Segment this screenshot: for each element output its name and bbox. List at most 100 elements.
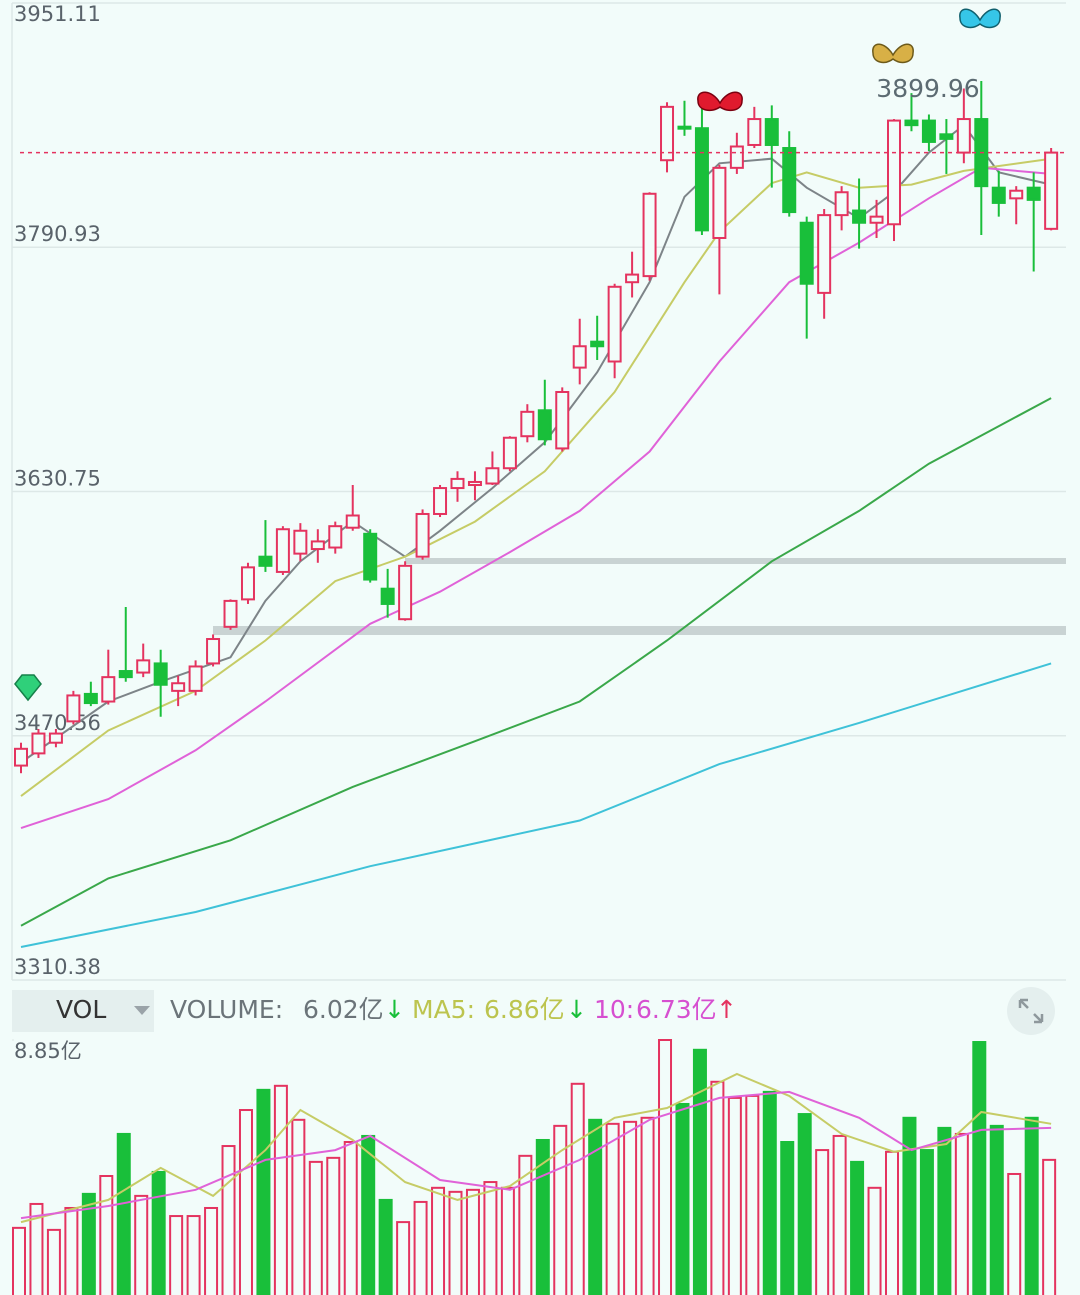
candle-body [48, 732, 63, 744]
volume-bar [221, 1145, 236, 1295]
candle-body [572, 345, 587, 369]
candle-body [258, 555, 273, 567]
volume-bar [797, 1113, 812, 1295]
candle-body [363, 532, 378, 581]
support-band [213, 626, 1066, 635]
volume-bar [396, 1221, 411, 1295]
candle-body [904, 119, 919, 127]
volume-bar [99, 1175, 114, 1295]
volume-panel: 8.85亿 [12, 1039, 1057, 1295]
volume-bar [483, 1181, 498, 1295]
candle-body [817, 214, 832, 294]
volume-bar [675, 1102, 690, 1295]
volume-arrow: ↓ [384, 995, 405, 1024]
candle-body [310, 540, 325, 551]
volume-bar [378, 1198, 393, 1295]
candle-body [171, 682, 186, 692]
candle-body [991, 186, 1006, 204]
ma5-label: MA5: [412, 995, 475, 1024]
volume-bar [535, 1138, 550, 1295]
candle-body [869, 215, 884, 224]
candle-body [1044, 151, 1059, 230]
volume-bar [431, 1186, 446, 1295]
volume-bar [1007, 1172, 1022, 1295]
support-band [405, 558, 1066, 564]
candle-body [921, 119, 936, 143]
dropdown-arrow[interactable] [134, 1006, 150, 1015]
moving-average-line [20, 662, 1052, 948]
volume-bar [29, 1202, 44, 1295]
volume-bar [169, 1215, 184, 1295]
volume-bar [762, 1090, 777, 1295]
volume-bar [570, 1082, 585, 1295]
volume-bar [1024, 1116, 1039, 1295]
volume-label: VOLUME: [170, 995, 283, 1024]
candle-body [206, 638, 221, 665]
volume-bar [745, 1094, 760, 1295]
candle-body [398, 564, 413, 621]
candle-body [328, 525, 343, 549]
indicator-name[interactable]: VOL [56, 995, 106, 1024]
candle-body [31, 732, 46, 755]
indicator-selector[interactable] [12, 990, 154, 1032]
volume-bar [151, 1170, 166, 1295]
volume-value: 6.02亿 [303, 995, 384, 1024]
candle-body [537, 409, 552, 441]
candle-body [188, 665, 203, 692]
candle-body [642, 192, 657, 278]
candle-body [625, 273, 640, 284]
volume-bar [273, 1084, 288, 1295]
y-tick-label: 3630.75 [14, 466, 101, 490]
y-tick-label: 3310.38 [14, 955, 101, 979]
volume-bar [658, 1039, 673, 1295]
volume-bar [64, 1206, 79, 1295]
volume-bar [832, 1134, 847, 1295]
volume-bar [640, 1116, 655, 1295]
volume-bar [692, 1048, 707, 1295]
moving-average-line [20, 1090, 1052, 1220]
y-tick-label: 3790.93 [14, 222, 101, 246]
candle-body [502, 436, 517, 470]
candle-body [136, 659, 151, 674]
volume-bar [186, 1215, 201, 1295]
volume-bar [885, 1150, 899, 1295]
candle-body [852, 209, 867, 224]
candle-body [1026, 186, 1041, 201]
candle-body [83, 692, 98, 705]
moving-average-line [20, 397, 1052, 927]
moving-average-line [20, 157, 1052, 797]
candle-body [555, 390, 570, 450]
volume-bar [238, 1109, 253, 1295]
moving-average-line [20, 1072, 1052, 1224]
candle-body [450, 477, 465, 490]
volume-bar [134, 1194, 149, 1295]
candle-body [799, 221, 814, 285]
volume-bar [954, 1132, 969, 1295]
y-tick-label: 3470.56 [14, 711, 101, 735]
butterfly-icon [872, 43, 914, 64]
candle-body [275, 528, 290, 573]
volume-bar [902, 1116, 917, 1295]
expand-button[interactable] [1007, 987, 1055, 1035]
ma5-arrow: ↓ [566, 995, 587, 1024]
volume-bar [308, 1160, 323, 1295]
volume-bar [518, 1154, 533, 1295]
candle-body [834, 191, 849, 217]
candle-body [747, 118, 762, 146]
volume-bar [12, 1226, 26, 1295]
volume-bar [361, 1134, 376, 1295]
volume-bar [605, 1122, 620, 1295]
candle-body [485, 467, 500, 485]
volume-bar [326, 1156, 341, 1295]
candle-body [467, 480, 482, 487]
butterfly-icon [697, 91, 743, 112]
candle-body [66, 694, 81, 723]
candle-body [14, 747, 28, 767]
volume-bar [413, 1200, 428, 1295]
volume-bar [46, 1228, 61, 1295]
volume-bar [780, 1141, 795, 1295]
max-annotation: 3899.96 [876, 74, 979, 103]
volume-bar [291, 1118, 306, 1295]
